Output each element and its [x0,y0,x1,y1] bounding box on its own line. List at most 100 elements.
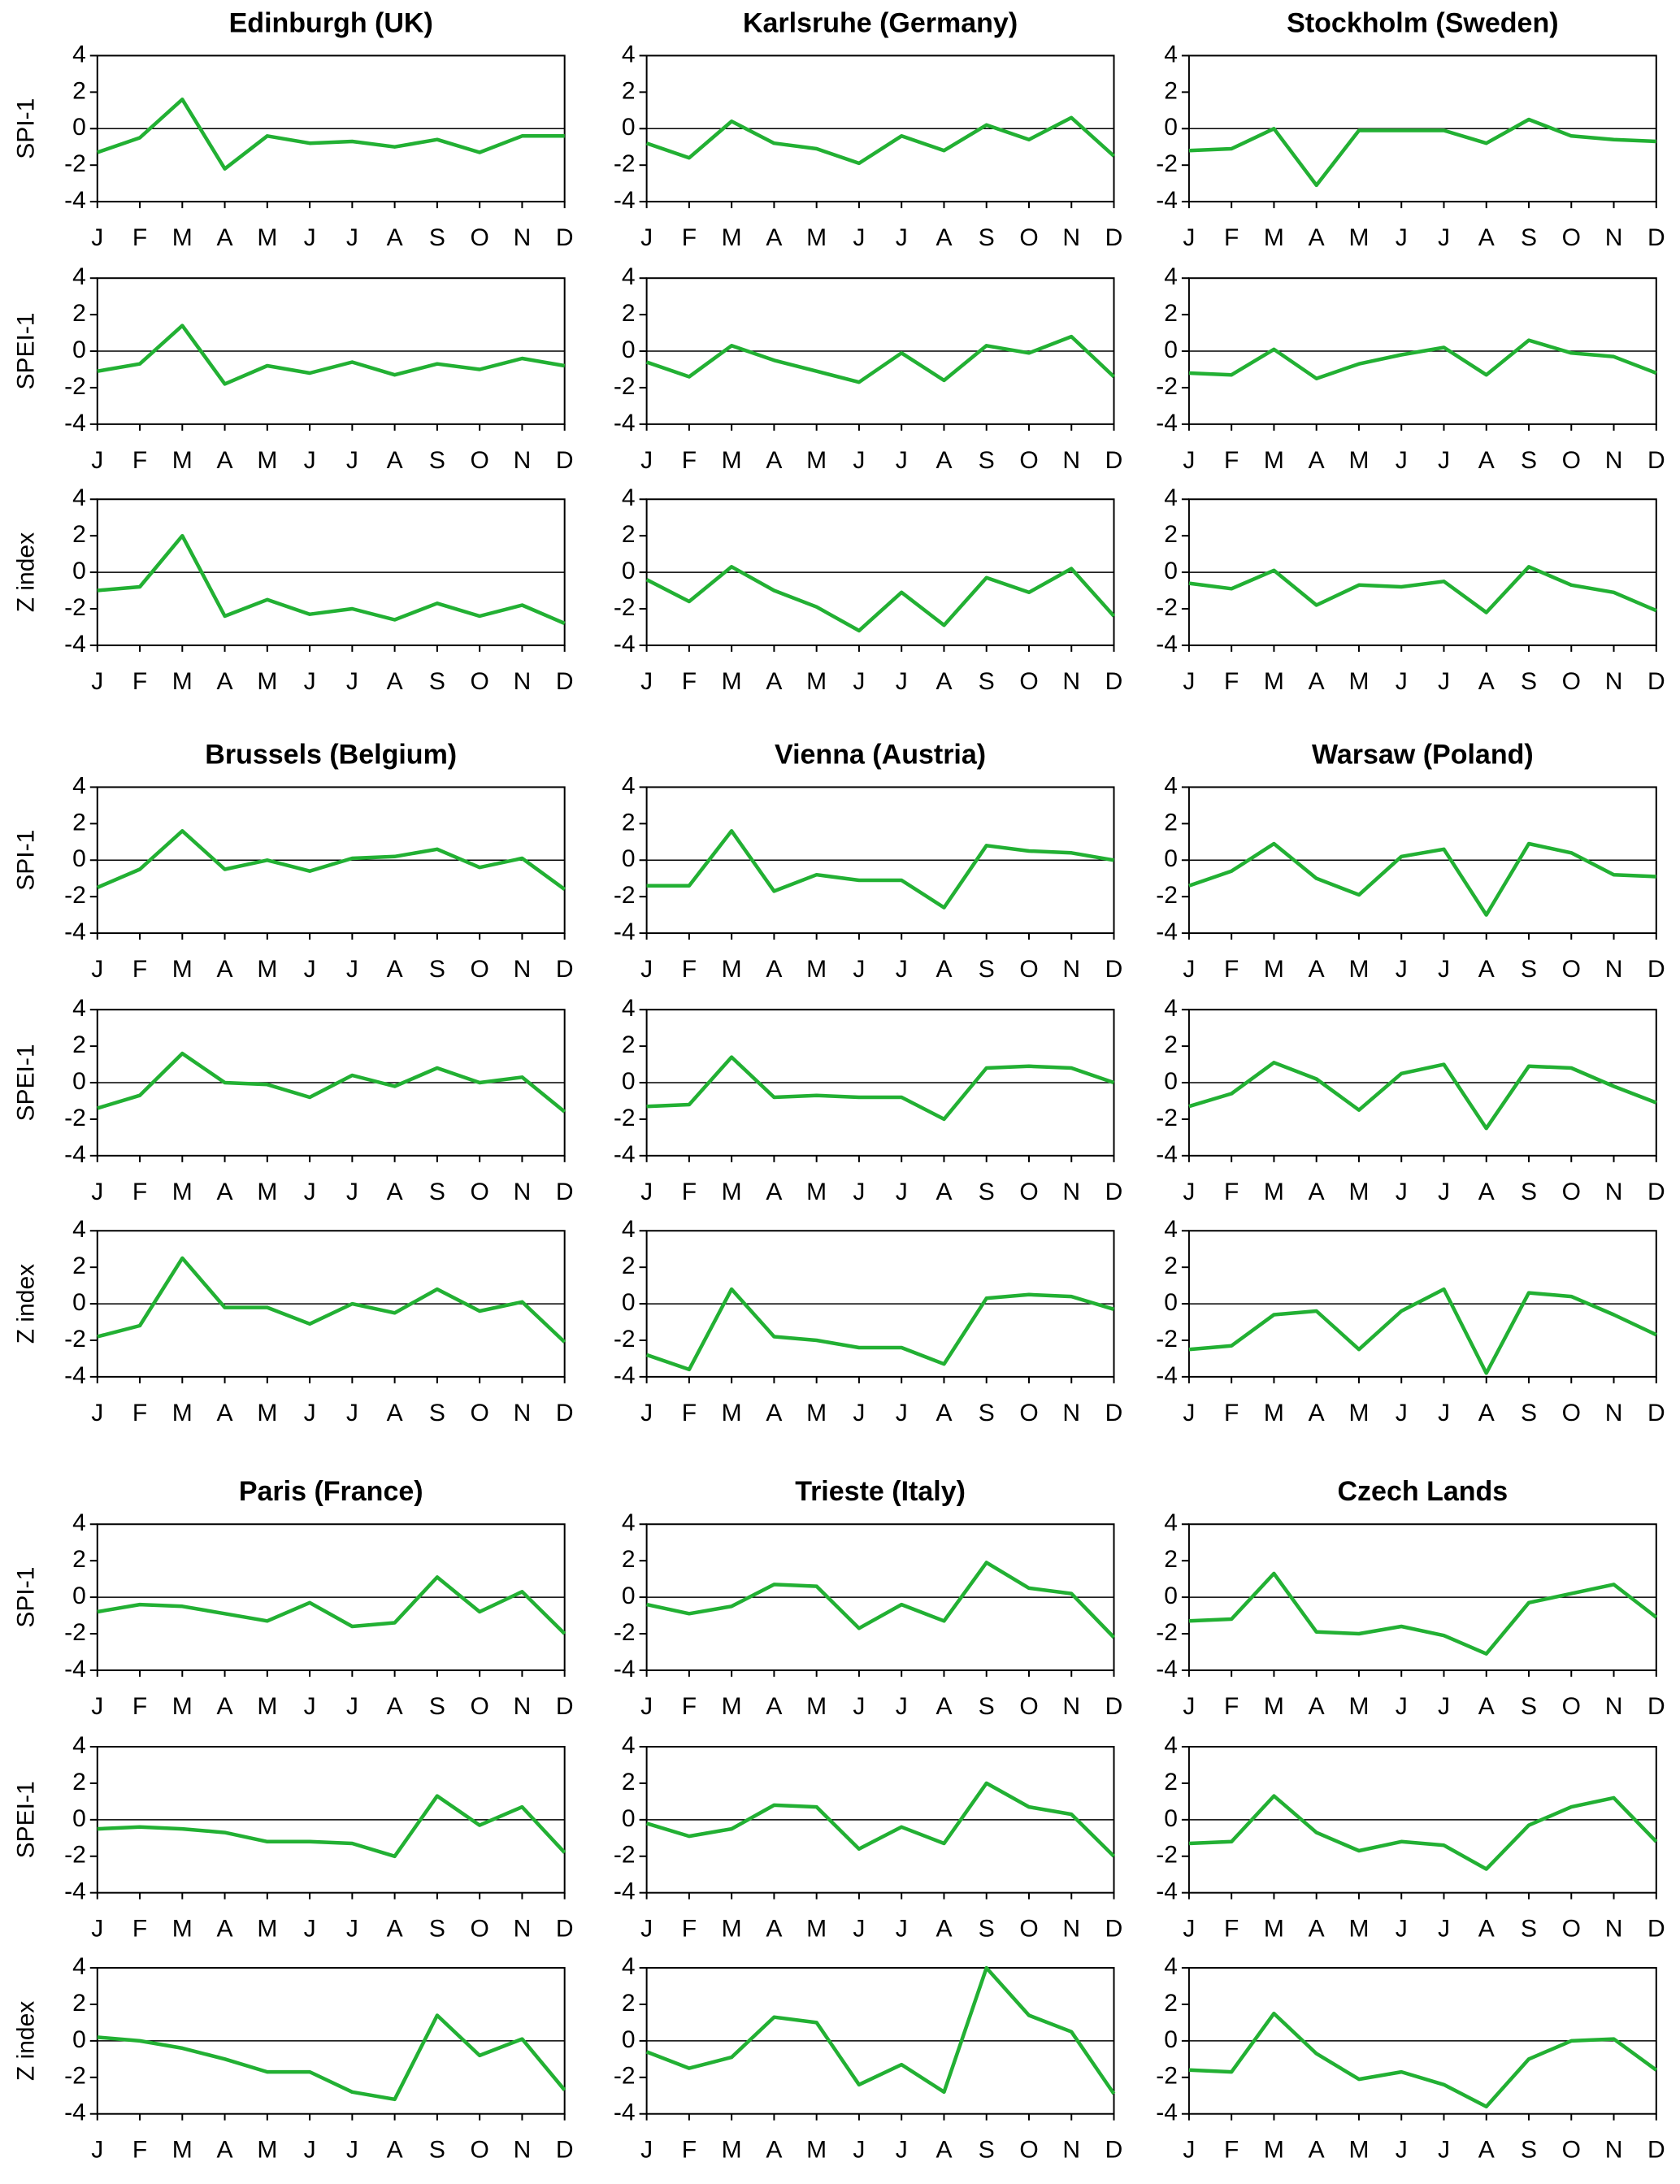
x-tick-label: N [1605,1916,1623,1943]
y-tick-label: 4 [622,1953,636,1980]
y-tick-label: 4 [72,995,86,1022]
x-tick-label: A [387,1400,403,1426]
x-tick-label: S [1521,1916,1537,1943]
x-tick-label: O [1019,956,1038,983]
x-tick-label: J [1183,447,1195,474]
y-tick-label: 2 [1164,1990,1178,2017]
x-tick-label: F [132,224,147,251]
x-tick-label: D [1647,1179,1665,1205]
y-tick-label: 0 [622,2026,636,2053]
x-tick-label: A [1478,1693,1495,1720]
x-tick-label: F [682,956,697,983]
x-tick-label: J [346,956,358,983]
y-tick-label: 2 [72,1031,86,1058]
x-tick-label: F [1224,447,1239,474]
x-tick-label: J [304,668,316,695]
y-tick-label: -2 [614,1326,636,1353]
x-tick-label: A [936,668,952,695]
y-tick-label: 4 [622,263,636,290]
x-tick-label: J [1438,1693,1450,1720]
x-tick-label: N [514,1693,532,1720]
y-tick-label: -2 [1156,1326,1178,1353]
x-tick-label: D [1647,447,1665,474]
x-tick-label: A [1478,1916,1495,1943]
data-line [1188,1061,1657,1131]
y-tick-label: -4 [614,1878,636,1905]
y-tick-label: 4 [622,1732,636,1759]
y-tick-label: -4 [1156,187,1178,214]
x-tick-label: S [1521,1179,1537,1205]
x-tick-label: M [172,1179,193,1205]
x-tick-label: J [640,447,653,474]
x-tick-label: J [91,447,103,474]
x-tick-label: M [257,1400,277,1426]
x-tick-label: J [1438,956,1450,983]
x-tick-label: S [1521,2137,1537,2164]
x-tick-label: A [1309,1400,1325,1426]
x-tick-label: O [1562,1400,1581,1426]
chart-title: Paris (France) [239,1476,423,1507]
y-tick-label: 0 [1164,337,1178,363]
x-tick-label: M [806,224,827,251]
y-tick-label: -4 [64,1656,86,1683]
x-tick-label: A [766,1400,782,1426]
chart-title: Edinburgh (UK) [229,7,433,38]
x-tick-label: A [766,2137,782,2164]
x-tick-label: O [470,1400,488,1426]
y-tick-label: -2 [64,1842,86,1869]
y-tick-label: 4 [72,41,86,67]
x-tick-label: J [91,1916,103,1943]
data-line [1188,1287,1657,1375]
x-tick-label: F [682,1693,697,1720]
x-tick-label: D [1105,1400,1123,1426]
x-tick-label: A [217,1179,233,1205]
x-tick-label: M [1348,2137,1369,2164]
x-tick-label: F [132,668,147,695]
x-tick-label: M [257,668,277,695]
y-tick-label: -2 [1156,594,1178,621]
x-tick-label: O [470,956,488,983]
x-tick-label: M [806,1179,827,1205]
y-tick-label: 4 [1164,1509,1178,1536]
chart-title: Karlsruhe (Germany) [743,7,1018,38]
x-tick-label: A [1309,2137,1325,2164]
x-tick-label: S [429,224,445,251]
y-tick-label: -4 [64,1141,86,1168]
x-tick-label: J [346,447,358,474]
x-tick-label: N [1605,668,1623,695]
x-tick-label: A [1309,1179,1325,1205]
x-tick-label: O [470,224,488,251]
y-tick-label: -2 [614,1619,636,1646]
x-tick-label: J [896,956,908,983]
y-tick-label: 0 [1164,1805,1178,1832]
x-tick-label: S [429,2137,445,2164]
x-tick-label: O [1019,668,1038,695]
x-tick-label: J [1183,2137,1195,2164]
x-tick-label: O [1019,224,1038,251]
x-tick-label: M [1264,1693,1284,1720]
y-axis-label: SPI-1 [13,98,40,159]
x-tick-label: D [1647,1400,1665,1426]
chart-title: Stockholm (Sweden) [1287,7,1558,38]
x-tick-label: M [806,447,827,474]
x-tick-label: J [1183,956,1195,983]
plot-frame [645,1746,1115,1894]
x-tick-label: S [429,668,445,695]
x-tick-label: D [1647,1693,1665,1720]
x-tick-label: A [766,224,782,251]
x-tick-label: A [1309,1693,1325,1720]
x-tick-label: O [1562,1179,1581,1205]
x-tick-label: M [1348,224,1369,251]
x-tick-label: F [132,2137,147,2164]
x-tick-label: O [1562,1916,1581,1943]
x-tick-label: N [1605,1179,1623,1205]
x-tick-label: A [217,224,233,251]
x-tick-label: D [1105,2137,1123,2164]
x-tick-label: O [1019,1179,1038,1205]
y-tick-label: 4 [622,1509,636,1536]
x-tick-label: F [132,1400,147,1426]
x-tick-label: N [1062,1400,1080,1426]
x-tick-label: M [257,1916,277,1943]
x-tick-label: M [1264,224,1284,251]
x-tick-label: F [132,1693,147,1720]
